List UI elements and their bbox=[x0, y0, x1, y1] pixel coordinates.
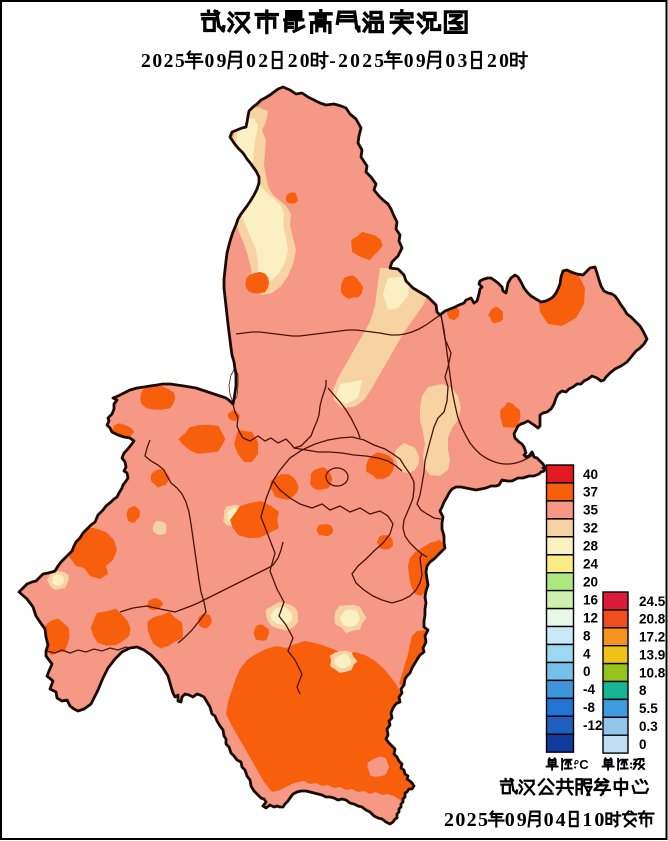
svg-text:13.9: 13.9 bbox=[639, 648, 665, 663]
svg-text:20: 20 bbox=[583, 575, 598, 590]
svg-text:12: 12 bbox=[583, 610, 598, 625]
svg-text:35: 35 bbox=[583, 503, 599, 518]
svg-text:°C: °C bbox=[574, 757, 589, 772]
svg-text:16: 16 bbox=[583, 592, 599, 607]
svg-text:-12: -12 bbox=[583, 718, 603, 733]
svg-text:8: 8 bbox=[583, 628, 591, 643]
svg-text:24.5: 24.5 bbox=[639, 594, 666, 609]
svg-text::: : bbox=[573, 757, 577, 772]
svg-text:2025: 2025 bbox=[444, 809, 488, 831]
svg-text:24: 24 bbox=[583, 557, 599, 572]
svg-text:40: 40 bbox=[583, 467, 598, 482]
svg-text:28: 28 bbox=[583, 539, 599, 554]
svg-text:20.8: 20.8 bbox=[639, 612, 666, 627]
svg-text:5.5: 5.5 bbox=[639, 701, 658, 716]
svg-text:0: 0 bbox=[583, 664, 591, 679]
svg-text:17.2: 17.2 bbox=[639, 630, 665, 645]
svg-text:0: 0 bbox=[639, 737, 647, 752]
svg-text::: : bbox=[629, 757, 633, 772]
svg-text:-8: -8 bbox=[583, 700, 595, 715]
svg-text:32: 32 bbox=[583, 521, 598, 536]
svg-text:-2025: -2025 bbox=[329, 51, 384, 72]
svg-text:37: 37 bbox=[583, 485, 598, 500]
svg-text:10.8: 10.8 bbox=[639, 665, 666, 680]
svg-text:0.3: 0.3 bbox=[639, 719, 658, 734]
svg-text:-4: -4 bbox=[583, 682, 595, 697]
svg-text:2025: 2025 bbox=[141, 51, 185, 72]
svg-text:4: 4 bbox=[583, 646, 591, 661]
svg-text:8: 8 bbox=[639, 683, 647, 698]
